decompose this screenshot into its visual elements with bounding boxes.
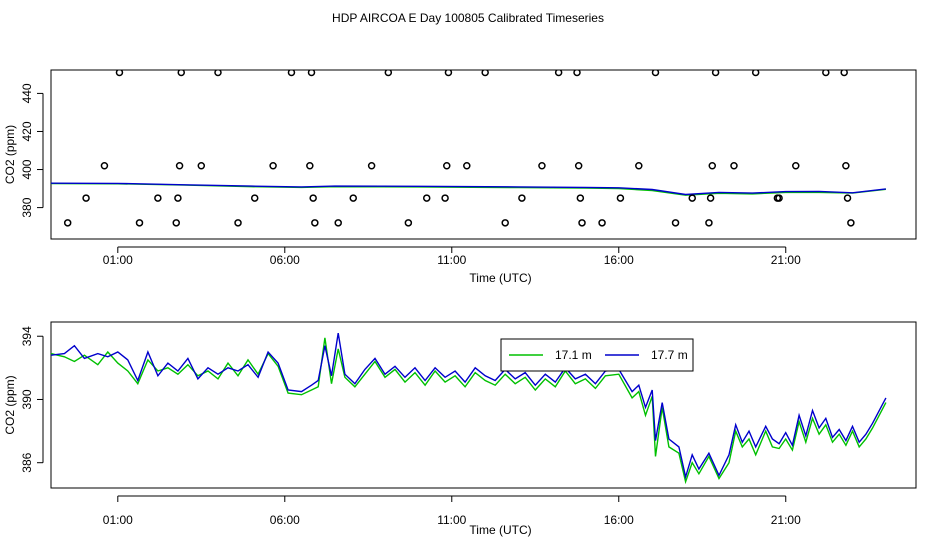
data-point <box>847 219 855 227</box>
x-tick-label: 01:00 <box>103 253 133 267</box>
data-point <box>708 161 717 170</box>
data-point <box>334 219 342 227</box>
data-point <box>367 161 376 170</box>
x-tick-label: 11:00 <box>437 253 466 267</box>
data-point <box>775 194 783 202</box>
data-point <box>404 219 413 227</box>
legend-label: 17.7 m <box>651 348 688 362</box>
data-point <box>574 161 583 170</box>
data-point <box>843 194 852 202</box>
y-tick-label: 390 <box>20 389 34 409</box>
data-point <box>307 70 316 77</box>
data-point <box>306 161 314 170</box>
x-tick-label: 21:00 <box>771 253 801 267</box>
data-point <box>573 70 581 77</box>
data-point <box>197 161 206 170</box>
chart-title: HDP AIRCOA E Day 100805 Calibrated Times… <box>332 11 604 25</box>
data-point <box>635 161 643 170</box>
series-line-0 <box>51 182 886 196</box>
x-tick-label: 16:00 <box>604 253 634 267</box>
data-point <box>651 70 660 77</box>
data-point <box>441 194 449 202</box>
plot-frame <box>50 321 917 489</box>
data-point <box>311 219 319 227</box>
data-point <box>598 219 606 227</box>
data-point <box>554 70 563 77</box>
top-panel: 01:00 06:00 11:00 16:00 21:00 380 400 420 440 Tim… <box>3 69 917 285</box>
series-line-0 <box>51 337 887 485</box>
legend-label: 17.1 m <box>555 348 592 362</box>
data-point <box>234 219 242 227</box>
data-point <box>82 194 90 202</box>
data-point <box>175 161 184 170</box>
x-tick-label: 06:00 <box>270 513 300 527</box>
data-point <box>172 219 180 227</box>
data-point <box>706 194 715 202</box>
data-point <box>250 194 259 202</box>
data-point <box>174 194 182 202</box>
data-point <box>269 161 277 170</box>
data-point <box>135 219 144 227</box>
data-point <box>578 219 586 227</box>
data-point <box>63 219 72 227</box>
x-tick-label: 01:00 <box>103 513 133 527</box>
legend: 17.1 m 17.7 m <box>500 338 694 372</box>
data-point <box>309 194 317 202</box>
y-tick-label: 400 <box>20 159 34 179</box>
series-line-1 <box>51 182 886 196</box>
series-line-1 <box>51 332 887 480</box>
data-point <box>518 194 526 202</box>
x-axis-title: Time (UTC) <box>469 271 531 285</box>
plot-area <box>51 70 886 227</box>
plot-frame <box>50 69 917 240</box>
data-point <box>100 161 109 170</box>
data-point <box>822 70 830 77</box>
data-point <box>463 161 471 170</box>
data-point <box>422 194 431 202</box>
x-tick-label: 21:00 <box>771 513 801 527</box>
plot-area <box>51 332 887 485</box>
y-tick-label: 394 <box>20 326 34 346</box>
y-tick-label: 380 <box>20 197 34 217</box>
x-tick-label: 16:00 <box>604 513 634 527</box>
data-point <box>711 70 720 77</box>
data-point <box>842 161 850 170</box>
x-tick-label: 11:00 <box>437 513 466 527</box>
data-point <box>481 70 489 77</box>
data-point <box>792 161 800 170</box>
data-point <box>384 70 393 77</box>
y-tick-label: 386 <box>20 452 34 472</box>
data-point <box>730 161 738 170</box>
data-point <box>287 70 296 77</box>
data-point <box>444 70 453 77</box>
data-point <box>214 70 222 77</box>
x-tick-label: 06:00 <box>270 253 300 267</box>
data-point <box>538 161 546 170</box>
data-point <box>349 194 357 202</box>
data-point <box>688 194 696 202</box>
y-tick-label: 420 <box>20 121 34 141</box>
data-point <box>751 70 760 77</box>
data-point <box>443 161 451 170</box>
y-tick-label: 440 <box>20 83 34 103</box>
bottom-panel: 01:00 06:00 11:00 16:00 21:00 386 390 394 Time (… <box>3 321 917 537</box>
data-point <box>840 70 848 77</box>
data-point <box>501 219 509 227</box>
x-axis-title: Time (UTC) <box>469 523 531 537</box>
y-axis-title: CO2 (ppm) <box>3 375 17 434</box>
data-point <box>576 194 585 202</box>
data-point <box>177 70 186 77</box>
data-point <box>154 194 162 202</box>
data-point <box>115 70 124 77</box>
data-point <box>671 219 680 227</box>
data-point <box>705 219 713 227</box>
data-point <box>616 194 625 202</box>
y-axis-title: CO2 (ppm) <box>3 125 17 184</box>
